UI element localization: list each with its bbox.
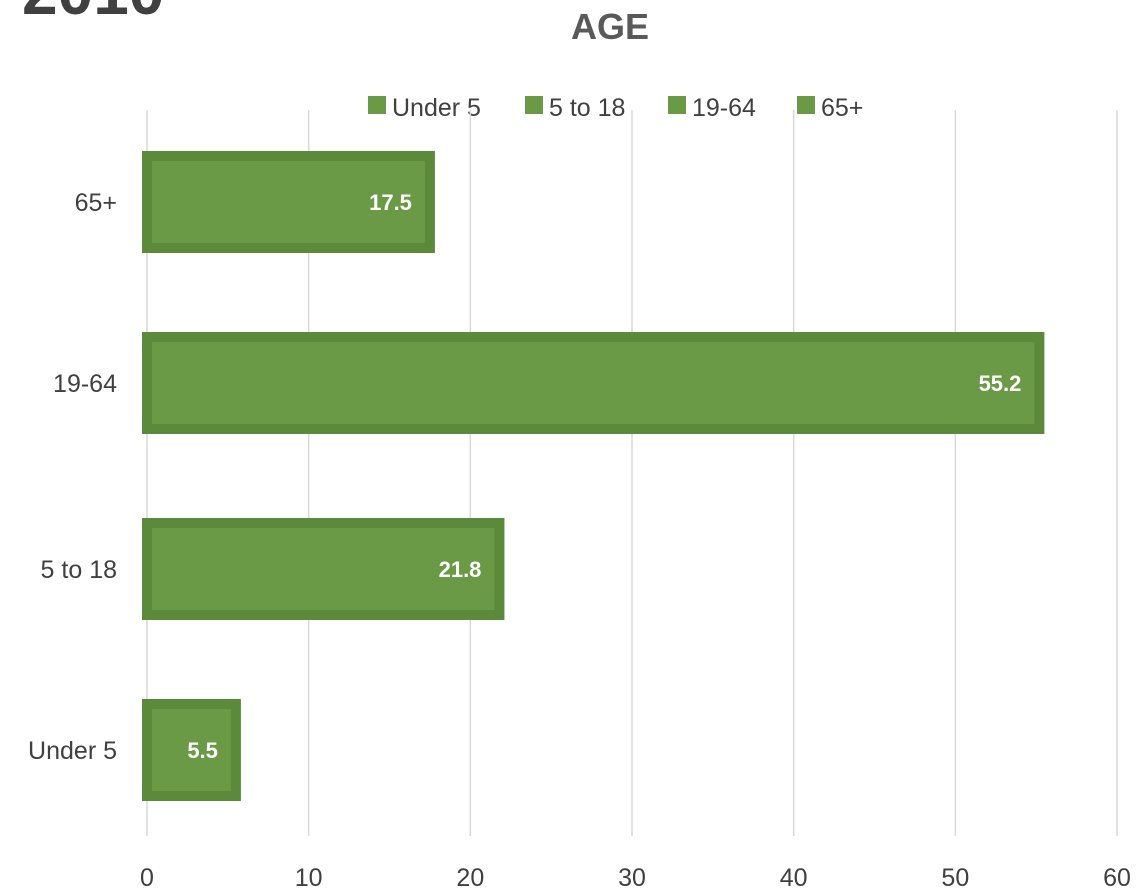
legend-label: 5 to 18 [549, 94, 625, 122]
x-tick-label: 10 [295, 864, 323, 892]
x-tick-label: 40 [780, 864, 808, 892]
y-category-label: Under 5 [28, 737, 117, 765]
x-tick-label: 30 [618, 864, 646, 892]
legend-label: 19-64 [692, 94, 756, 122]
chart-bars: 5.5 21.8 55.2 17.5 [142, 151, 1045, 801]
bar [142, 518, 505, 620]
x-tick-label: 20 [456, 864, 484, 892]
bar [142, 699, 241, 801]
x-tick-label: 50 [941, 864, 969, 892]
bar-data-label: 21.8 [439, 557, 482, 582]
y-category-label: 5 to 18 [41, 556, 117, 584]
bar-data-label: 55.2 [979, 371, 1022, 396]
bar-data-label: 17.5 [369, 190, 412, 215]
bar [142, 332, 1045, 434]
legend-label: 65+ [821, 94, 863, 122]
chart-legend: Under 5 5 to 18 19-64 65+ [368, 94, 863, 122]
bar-data-label: 5.5 [187, 738, 218, 763]
y-category-label: 19-64 [53, 370, 117, 398]
legend-swatch [797, 96, 815, 114]
legend-label: Under 5 [392, 94, 481, 122]
x-tick-label: 60 [1103, 864, 1131, 892]
y-category-label: 65+ [75, 189, 117, 217]
x-tick-label: 0 [140, 864, 154, 892]
legend-swatch [525, 96, 543, 114]
legend-swatch [668, 96, 686, 114]
legend-swatch [368, 96, 386, 114]
cut-off-heading: 2010 [22, 0, 164, 28]
bar [142, 151, 435, 253]
x-axis-labels: 0 10 20 30 40 50 60 [140, 864, 1131, 892]
y-axis-labels: Under 5 5 to 18 19-64 65+ [28, 189, 117, 765]
chart-title: AGE [571, 6, 649, 47]
